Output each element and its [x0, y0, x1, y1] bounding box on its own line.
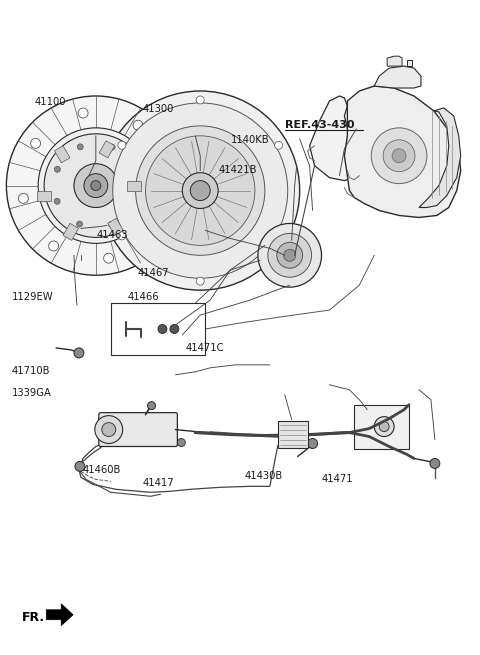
Text: 41466: 41466 [128, 293, 159, 303]
Text: 41430B: 41430B [245, 471, 283, 481]
Circle shape [374, 417, 394, 436]
Circle shape [147, 402, 156, 409]
Polygon shape [407, 60, 412, 66]
Circle shape [118, 141, 126, 149]
Circle shape [392, 149, 406, 162]
Text: 41467: 41467 [137, 268, 169, 278]
Circle shape [74, 348, 84, 358]
Circle shape [38, 128, 154, 244]
Circle shape [118, 232, 126, 240]
Bar [54, 146, 70, 163]
Polygon shape [310, 96, 369, 181]
Text: 41417: 41417 [142, 477, 174, 488]
Circle shape [44, 134, 147, 237]
Circle shape [196, 96, 204, 104]
Text: 41421B: 41421B [218, 164, 257, 175]
Bar [108, 218, 123, 235]
Bar [37, 191, 51, 200]
Circle shape [275, 232, 283, 240]
Text: REF.43-430: REF.43-430 [285, 121, 355, 130]
Circle shape [95, 416, 123, 443]
Circle shape [77, 144, 83, 150]
Circle shape [182, 173, 218, 208]
Text: 41471C: 41471C [185, 343, 224, 353]
Circle shape [109, 144, 115, 150]
Text: 41460B: 41460B [83, 464, 121, 475]
Circle shape [430, 458, 440, 468]
Circle shape [74, 164, 118, 208]
Text: 41463: 41463 [97, 230, 128, 240]
Text: 41471: 41471 [321, 474, 353, 485]
Text: 41300: 41300 [142, 104, 174, 114]
Circle shape [190, 181, 210, 200]
Circle shape [48, 241, 59, 251]
Bar [354, 405, 409, 449]
Circle shape [277, 242, 302, 269]
Circle shape [132, 199, 137, 205]
Circle shape [54, 166, 60, 172]
Polygon shape [46, 604, 73, 626]
Circle shape [102, 422, 116, 436]
Circle shape [75, 461, 85, 472]
Circle shape [383, 140, 415, 172]
Circle shape [308, 439, 318, 449]
Text: 1339GA: 1339GA [12, 388, 52, 398]
Polygon shape [419, 108, 461, 208]
Circle shape [178, 439, 185, 447]
Circle shape [54, 198, 60, 204]
Circle shape [379, 422, 389, 432]
Circle shape [132, 167, 138, 173]
Circle shape [133, 121, 143, 130]
Bar [111, 303, 205, 355]
Circle shape [91, 181, 101, 191]
Circle shape [371, 128, 427, 183]
Circle shape [170, 324, 179, 333]
Text: 41710B: 41710B [12, 365, 50, 375]
Polygon shape [374, 66, 421, 88]
Circle shape [78, 108, 88, 118]
Circle shape [76, 221, 83, 227]
Circle shape [284, 250, 296, 261]
Text: FR.: FR. [22, 611, 45, 624]
Circle shape [18, 193, 28, 204]
Circle shape [268, 233, 312, 277]
Circle shape [136, 126, 265, 255]
FancyBboxPatch shape [99, 413, 178, 447]
Text: 41100: 41100 [35, 98, 66, 107]
Circle shape [101, 91, 300, 290]
Text: 1129EW: 1129EW [12, 293, 53, 303]
Polygon shape [344, 86, 461, 217]
Bar [63, 223, 79, 240]
Circle shape [6, 96, 185, 275]
Polygon shape [387, 56, 402, 66]
Circle shape [275, 141, 283, 149]
Circle shape [113, 103, 288, 278]
Circle shape [258, 223, 322, 287]
Circle shape [196, 277, 204, 285]
Circle shape [145, 136, 255, 246]
Text: 1140KB: 1140KB [230, 136, 269, 145]
Circle shape [151, 223, 161, 233]
Circle shape [158, 324, 167, 333]
Bar [127, 181, 141, 191]
Circle shape [104, 253, 114, 263]
Bar [99, 141, 115, 158]
Circle shape [163, 168, 173, 178]
Circle shape [108, 221, 114, 227]
Circle shape [31, 138, 40, 148]
Circle shape [84, 174, 108, 198]
Bar [278, 421, 308, 449]
